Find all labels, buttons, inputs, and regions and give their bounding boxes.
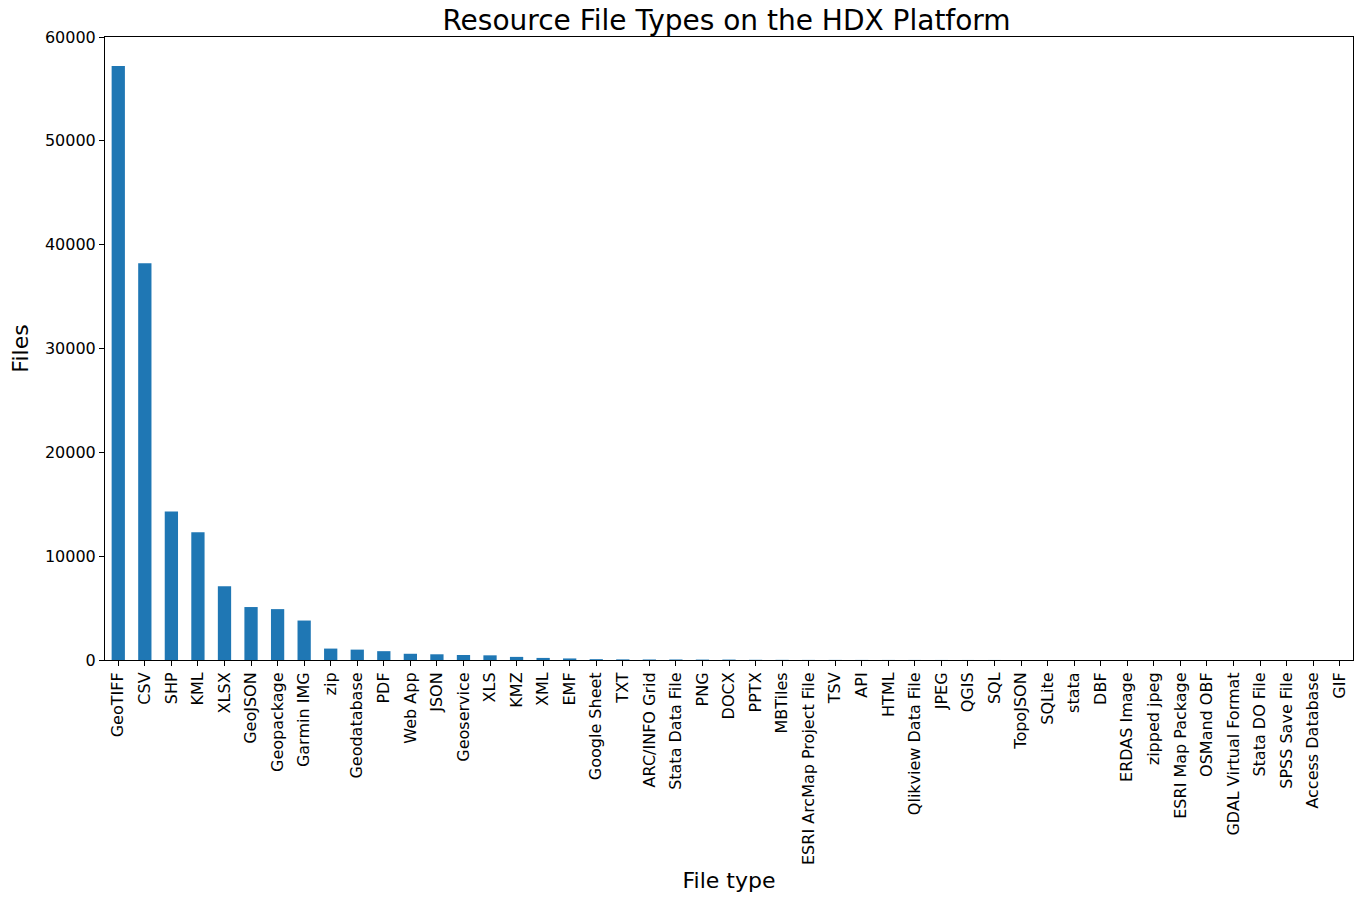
svg-text:HTML: HTML	[879, 672, 898, 717]
svg-text:PNG: PNG	[693, 672, 712, 706]
svg-text:Resource File Types on the HDX: Resource File Types on the HDX Platform	[442, 4, 1010, 37]
svg-text:Geoservice: Geoservice	[454, 672, 473, 761]
svg-text:Garmin IMG: Garmin IMG	[294, 672, 313, 767]
svg-text:XLSX: XLSX	[215, 672, 234, 713]
svg-text:0: 0	[86, 651, 96, 670]
svg-text:30000: 30000	[45, 339, 96, 358]
svg-text:TopoJSON: TopoJSON	[1011, 672, 1030, 749]
svg-text:XLS: XLS	[480, 672, 499, 702]
svg-text:Files: Files	[8, 324, 33, 372]
svg-text:GeoJSON: GeoJSON	[241, 672, 260, 743]
svg-text:KMZ: KMZ	[507, 672, 526, 707]
svg-text:Web App: Web App	[401, 672, 420, 743]
svg-text:PDF: PDF	[374, 672, 393, 703]
svg-text:JPEG: JPEG	[932, 672, 951, 710]
svg-text:stata: stata	[1064, 672, 1083, 713]
svg-text:SPSS Save File: SPSS Save File	[1277, 672, 1296, 788]
svg-text:10000: 10000	[45, 547, 96, 566]
svg-text:Geodatabase: Geodatabase	[347, 672, 366, 778]
svg-text:TXT: TXT	[613, 672, 632, 703]
svg-text:40000: 40000	[45, 235, 96, 254]
svg-text:MBTiles: MBTiles	[772, 672, 791, 733]
svg-text:ERDAS Image: ERDAS Image	[1118, 672, 1137, 782]
svg-text:API: API	[852, 672, 871, 697]
svg-text:ESRI ArcMap Project File: ESRI ArcMap Project File	[799, 672, 818, 865]
svg-text:TSV: TSV	[825, 672, 844, 704]
svg-text:File type: File type	[683, 868, 776, 893]
svg-text:GIF: GIF	[1330, 672, 1349, 698]
svg-text:XML: XML	[533, 672, 552, 706]
svg-text:20000: 20000	[45, 443, 96, 462]
svg-text:GeoTIFF: GeoTIFF	[108, 672, 127, 737]
svg-text:Qlikview Data File: Qlikview Data File	[905, 672, 924, 815]
svg-text:EMF: EMF	[560, 672, 579, 705]
svg-text:PPTX: PPTX	[746, 672, 765, 712]
svg-text:GDAL Virtual Format: GDAL Virtual Format	[1224, 672, 1243, 835]
svg-text:DBF: DBF	[1091, 672, 1110, 705]
svg-text:Geopackage: Geopackage	[268, 672, 287, 772]
svg-text:JSON: JSON	[427, 672, 446, 712]
svg-text:SQLite: SQLite	[1038, 672, 1057, 724]
svg-text:Google Sheet: Google Sheet	[586, 672, 605, 780]
svg-text:KML: KML	[188, 672, 207, 705]
svg-text:CSV: CSV	[135, 672, 154, 704]
svg-text:Stata DO File: Stata DO File	[1250, 672, 1269, 776]
svg-text:ESRI Map Package: ESRI Map Package	[1171, 672, 1190, 818]
svg-text:SHP: SHP	[162, 672, 181, 704]
svg-text:OSMand OBF: OSMand OBF	[1197, 672, 1216, 777]
svg-text:SQL: SQL	[985, 672, 1004, 704]
svg-text:zip: zip	[321, 672, 340, 695]
svg-text:Stata Data File: Stata Data File	[666, 672, 685, 789]
svg-text:50000: 50000	[45, 131, 96, 150]
svg-text:zipped jpeg: zipped jpeg	[1144, 672, 1163, 765]
svg-text:QGIS: QGIS	[958, 672, 977, 712]
svg-text:DOCX: DOCX	[719, 672, 738, 719]
svg-text:Access Database: Access Database	[1303, 672, 1322, 808]
svg-text:60000: 60000	[45, 28, 96, 47]
svg-text:ARC/INFO Grid: ARC/INFO Grid	[640, 672, 659, 787]
